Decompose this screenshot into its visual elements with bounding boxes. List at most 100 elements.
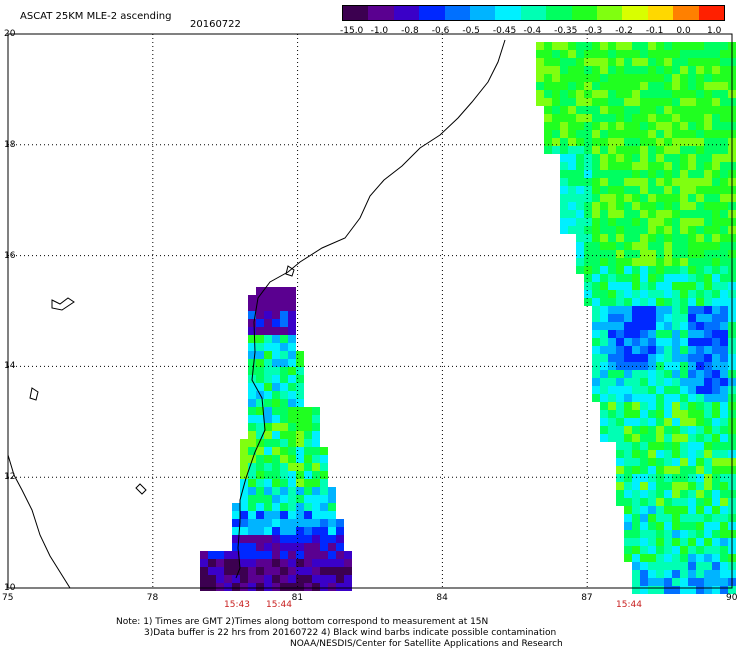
swath-cell: [720, 562, 728, 570]
swath-cell: [672, 226, 680, 234]
swath-cell: [616, 266, 624, 274]
swath-cell: [248, 423, 256, 431]
swath-cell: [672, 162, 680, 170]
coastline: [7, 39, 506, 589]
swath-cell: [632, 42, 640, 50]
swath-cell: [656, 90, 664, 98]
swath-cell: [632, 162, 640, 170]
swath-cell: [584, 98, 592, 106]
swath-cell: [248, 487, 256, 495]
swath-cell: [728, 586, 736, 594]
swath-cell: [648, 130, 656, 138]
swath-cell: [640, 466, 648, 474]
swath-cell: [712, 378, 720, 386]
swath-cell: [696, 274, 704, 282]
swath-cell: [616, 186, 624, 194]
swath-cell: [616, 298, 624, 306]
swath-cell: [688, 274, 696, 282]
swath-cell: [608, 218, 616, 226]
swath-cell: [608, 194, 616, 202]
swath-cell: [648, 82, 656, 90]
swath-cell: [568, 218, 576, 226]
swath-cell: [648, 554, 656, 562]
swath-cell: [696, 82, 704, 90]
swath-cell: [704, 74, 712, 82]
swath-cell: [568, 50, 576, 58]
swath-cell: [608, 266, 616, 274]
swath-cell: [560, 154, 568, 162]
swath-cell: [624, 178, 632, 186]
swath-cell: [704, 578, 712, 586]
swath-cell: [608, 82, 616, 90]
swath-cell: [592, 210, 600, 218]
swath-cell: [712, 386, 720, 394]
swath-cell: [704, 450, 712, 458]
swath-cell: [672, 202, 680, 210]
swath-cell: [696, 98, 704, 106]
swath-cell: [672, 114, 680, 122]
colorbar-swatch: [495, 6, 521, 20]
swath-cell: [320, 543, 328, 551]
swath-cell: [712, 506, 720, 514]
swath-cell: [624, 162, 632, 170]
swath-cell: [664, 306, 672, 314]
swath-cell: [648, 218, 656, 226]
swath-cell: [240, 495, 248, 503]
swath-cell: [696, 514, 704, 522]
swath-cell: [280, 375, 288, 383]
swath-cell: [624, 138, 632, 146]
swath-cell: [656, 450, 664, 458]
swath-cell: [592, 146, 600, 154]
swath-cell: [640, 322, 648, 330]
swath-cell: [704, 522, 712, 530]
swath-cell: [656, 274, 664, 282]
swath-cell: [664, 410, 672, 418]
swath-cell: [248, 399, 256, 407]
swath-cell: [672, 274, 680, 282]
swath-cell: [584, 178, 592, 186]
swath-cell: [280, 471, 288, 479]
swath-cell: [600, 122, 608, 130]
swath-cell: [648, 330, 656, 338]
swath-cell: [568, 106, 576, 114]
swath-cell: [608, 122, 616, 130]
swath-cell: [648, 378, 656, 386]
swath-cell: [680, 186, 688, 194]
swath-cell: [704, 298, 712, 306]
swath-cell: [336, 535, 344, 543]
swath-cell: [704, 50, 712, 58]
swath-cell: [704, 442, 712, 450]
swath-cell: [264, 415, 272, 423]
swath-cell: [656, 194, 664, 202]
swath-cell: [304, 479, 312, 487]
swath-cell: [584, 194, 592, 202]
swath-cell: [344, 583, 352, 591]
swath-cell: [576, 130, 584, 138]
swath-cell: [232, 583, 240, 591]
swath-cell: [688, 266, 696, 274]
swath-cell: [288, 351, 296, 359]
swath-cell: [656, 378, 664, 386]
swath-cell: [656, 578, 664, 586]
swath-cell: [624, 74, 632, 82]
swath-cell: [672, 570, 680, 578]
swath-cell: [696, 474, 704, 482]
note-line-2: 3)Data buffer is 22 hrs from 20160722 4)…: [144, 628, 557, 638]
swath-cell: [648, 530, 656, 538]
swath-cell: [592, 122, 600, 130]
swath-cell: [624, 354, 632, 362]
swath-cell: [720, 418, 728, 426]
swath-cell: [576, 234, 584, 242]
swath-cell: [616, 202, 624, 210]
swath-cell: [616, 74, 624, 82]
swath-cell: [688, 370, 696, 378]
swath-cell: [616, 442, 624, 450]
swath-cell: [720, 522, 728, 530]
swath-cell: [560, 82, 568, 90]
swath-cell: [272, 559, 280, 567]
swath-cell: [288, 511, 296, 519]
swath-cell: [688, 570, 696, 578]
swath-cell: [576, 66, 584, 74]
swath-cell: [664, 74, 672, 82]
swath-cell: [320, 575, 328, 583]
